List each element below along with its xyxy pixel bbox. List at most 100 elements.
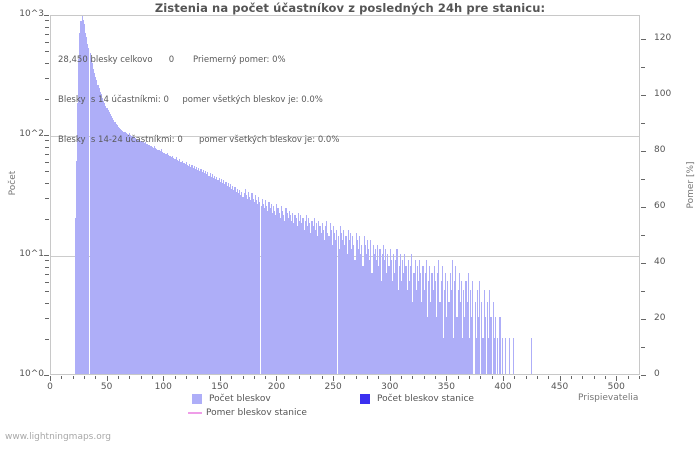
- bar: [353, 244, 355, 374]
- x-axis-tick-label: 100: [154, 382, 172, 392]
- bar: [325, 226, 327, 374]
- bar: [351, 249, 353, 374]
- bar: [448, 301, 450, 374]
- legend-item-label: Počet bleskov: [209, 394, 271, 404]
- legend-item[interactable]: Počet bleskov stanice: [360, 394, 474, 404]
- bar: [465, 280, 467, 374]
- bar: [460, 280, 463, 374]
- bar: [338, 249, 340, 374]
- bar: [441, 265, 443, 374]
- bar: [184, 164, 186, 374]
- bar: [520, 373, 523, 374]
- legend-item[interactable]: Pomer bleskov stanice: [188, 408, 307, 418]
- bar: [109, 114, 111, 374]
- bar: [443, 290, 446, 374]
- bar: [227, 183, 229, 374]
- bar: [318, 220, 320, 374]
- bar: [494, 316, 497, 374]
- bar: [249, 196, 251, 374]
- y-axis-right-tick: [641, 94, 646, 96]
- bar: [457, 290, 459, 374]
- x-axis-minor-tick: [593, 376, 595, 379]
- bar: [389, 249, 391, 374]
- bar: [357, 249, 359, 374]
- bar: [240, 195, 242, 374]
- bar: [237, 193, 239, 374]
- x-axis-minor-tick: [185, 376, 187, 379]
- bar: [500, 373, 502, 374]
- legend-color-swatch: [192, 394, 202, 404]
- bar: [391, 280, 393, 374]
- bar: [79, 32, 81, 374]
- bar: [419, 259, 421, 374]
- bar: [431, 272, 433, 374]
- bar: [340, 232, 343, 374]
- y-axis-right-minor-tick: [641, 234, 645, 236]
- bar: [103, 100, 105, 374]
- gridline: [51, 136, 639, 137]
- bar: [306, 226, 309, 374]
- bar: [361, 244, 363, 374]
- bar: [317, 236, 319, 374]
- bar: [415, 290, 417, 374]
- x-axis-minor-tick: [412, 376, 414, 379]
- bar: [466, 301, 468, 374]
- bar: [475, 337, 477, 374]
- bar: [198, 168, 200, 374]
- x-axis-minor-tick: [344, 376, 346, 379]
- bar: [356, 240, 358, 374]
- bar: [86, 37, 88, 374]
- bar: [370, 240, 372, 374]
- x-axis-tick-label: 400: [494, 382, 512, 392]
- bar: [164, 153, 166, 374]
- bar: [379, 249, 381, 374]
- bar: [87, 44, 89, 374]
- y-axis-left-minor-tick: [45, 182, 49, 184]
- bar: [524, 373, 526, 374]
- bar: [280, 206, 282, 374]
- bar: [471, 316, 473, 374]
- y-axis-right-minor-tick: [641, 122, 645, 124]
- bar: [289, 215, 292, 374]
- x-axis-minor-tick: [321, 376, 323, 379]
- bar: [205, 171, 207, 374]
- y-axis-left-minor-tick: [45, 140, 49, 142]
- bar: [403, 272, 405, 374]
- x-axis-tick-label: 500: [607, 382, 625, 392]
- bar: [309, 223, 311, 374]
- bar: [216, 176, 218, 374]
- bar: [209, 173, 211, 374]
- bar: [243, 193, 245, 374]
- bar: [276, 204, 278, 374]
- bar: [480, 373, 482, 374]
- bar: [332, 226, 335, 374]
- x-axis-minor-tick: [174, 376, 176, 379]
- y-axis-left-tick: [44, 135, 49, 136]
- x-axis-minor-tick: [435, 376, 437, 379]
- bar: [291, 220, 293, 374]
- bar: [343, 229, 345, 374]
- bar: [485, 373, 487, 374]
- statistics-annotation: 28,450 blesky celkovo 0 Priemerný pomer:…: [58, 28, 339, 173]
- bar: [250, 200, 252, 374]
- bar: [339, 226, 341, 374]
- bar: [473, 373, 475, 374]
- legend-item[interactable]: Počet bleskov: [192, 394, 271, 404]
- bar: [190, 167, 192, 374]
- x-axis-minor-tick: [151, 376, 153, 379]
- y-axis-right-minor-tick: [641, 178, 645, 180]
- x-axis-minor-tick: [480, 376, 482, 379]
- x-axis-tick-label: 300: [381, 382, 399, 392]
- bar: [522, 373, 524, 374]
- bar: [424, 272, 426, 374]
- bar: [183, 163, 185, 374]
- bar: [392, 254, 395, 374]
- bar: [139, 140, 141, 374]
- y-axis-left-tick-label: 10^2: [19, 129, 44, 139]
- x-axis-minor-tick: [129, 376, 131, 379]
- annotation-line-14: Blesky s 14 účastníkmi: 0 pomer všetkých…: [58, 95, 323, 106]
- bar: [459, 301, 461, 374]
- bar: [99, 91, 101, 374]
- y-axis-right-tick: [641, 150, 646, 152]
- bar: [409, 265, 412, 374]
